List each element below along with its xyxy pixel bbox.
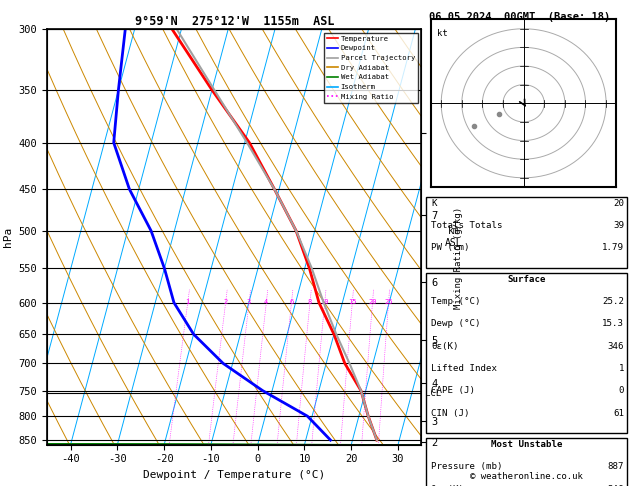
Text: Dewp (°C): Dewp (°C) — [431, 319, 481, 329]
Text: 10: 10 — [320, 298, 329, 305]
Y-axis label: km
ASL: km ASL — [445, 226, 463, 248]
Text: Mixing Ratio (g/kg): Mixing Ratio (g/kg) — [454, 207, 464, 309]
Text: 20: 20 — [368, 298, 377, 305]
Text: θε (K): θε (K) — [431, 485, 464, 486]
Text: 25.2: 25.2 — [602, 297, 624, 306]
Legend: Temperature, Dewpoint, Parcel Trajectory, Dry Adiabat, Wet Adiabat, Isotherm, Mi: Temperature, Dewpoint, Parcel Trajectory… — [324, 33, 418, 103]
Text: LCL: LCL — [425, 389, 442, 398]
Text: 25: 25 — [384, 298, 392, 305]
Text: kt: kt — [437, 29, 448, 38]
Text: 61: 61 — [613, 409, 624, 418]
Text: 2: 2 — [223, 298, 228, 305]
Text: 8: 8 — [308, 298, 312, 305]
Text: 346: 346 — [608, 485, 624, 486]
Text: K: K — [431, 199, 437, 208]
Text: PW (cm): PW (cm) — [431, 243, 470, 253]
Text: 20: 20 — [613, 199, 624, 208]
Text: 39: 39 — [613, 221, 624, 230]
Text: CIN (J): CIN (J) — [431, 409, 470, 418]
Y-axis label: hPa: hPa — [3, 227, 13, 247]
Text: Temp (°C): Temp (°C) — [431, 297, 481, 306]
Text: 4: 4 — [264, 298, 269, 305]
Text: 06.05.2024  00GMT  (Base: 18): 06.05.2024 00GMT (Base: 18) — [429, 12, 610, 22]
Text: Totals Totals: Totals Totals — [431, 221, 503, 230]
Text: 6: 6 — [289, 298, 294, 305]
Text: CAPE (J): CAPE (J) — [431, 386, 476, 396]
Text: 15: 15 — [348, 298, 357, 305]
Text: 0: 0 — [618, 386, 624, 396]
Text: Pressure (mb): Pressure (mb) — [431, 462, 503, 471]
Text: Surface: Surface — [508, 275, 546, 284]
Text: Lifted Index: Lifted Index — [431, 364, 498, 373]
Text: 3: 3 — [247, 298, 251, 305]
Text: θε(K): θε(K) — [431, 342, 459, 351]
Title: 9°59'N  275°12'W  1155m  ASL: 9°59'N 275°12'W 1155m ASL — [135, 15, 334, 28]
Text: 1.79: 1.79 — [602, 243, 624, 253]
Text: © weatheronline.co.uk: © weatheronline.co.uk — [470, 472, 583, 481]
Text: 15.3: 15.3 — [602, 319, 624, 329]
Text: 1: 1 — [618, 364, 624, 373]
X-axis label: Dewpoint / Temperature (°C): Dewpoint / Temperature (°C) — [143, 470, 325, 480]
Text: 346: 346 — [608, 342, 624, 351]
Text: Most Unstable: Most Unstable — [491, 440, 562, 449]
Text: 1: 1 — [186, 298, 190, 305]
Text: 887: 887 — [608, 462, 624, 471]
